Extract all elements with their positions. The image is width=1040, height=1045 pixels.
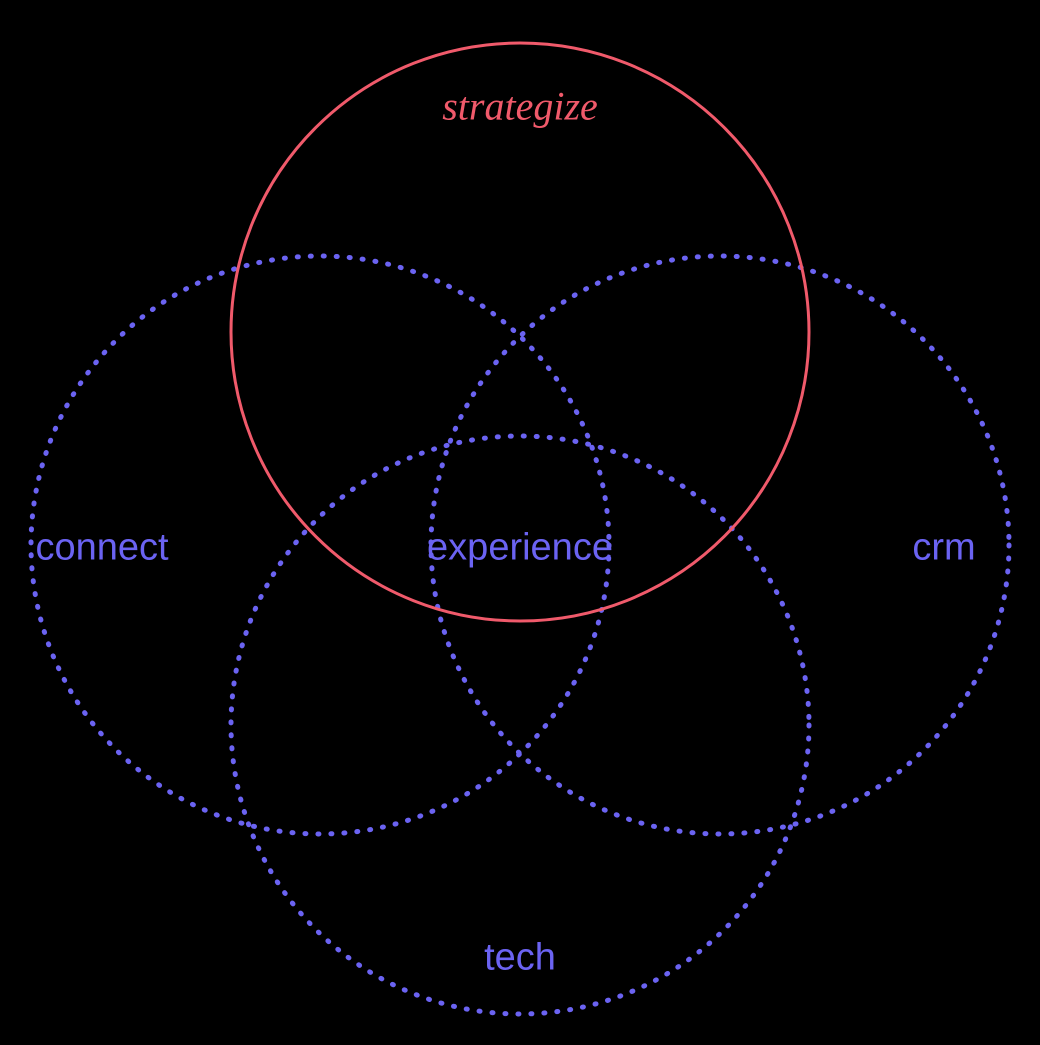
label-connect: connect [35,527,168,570]
venn-svg [0,0,1040,1040]
circle-experience [231,436,809,1014]
venn-diagram: strategize connect experience crm tech [0,0,1040,1040]
label-tech: tech [484,937,556,980]
label-crm: crm [912,527,975,570]
label-strategize: strategize [442,83,598,130]
label-experience: experience [427,527,613,570]
